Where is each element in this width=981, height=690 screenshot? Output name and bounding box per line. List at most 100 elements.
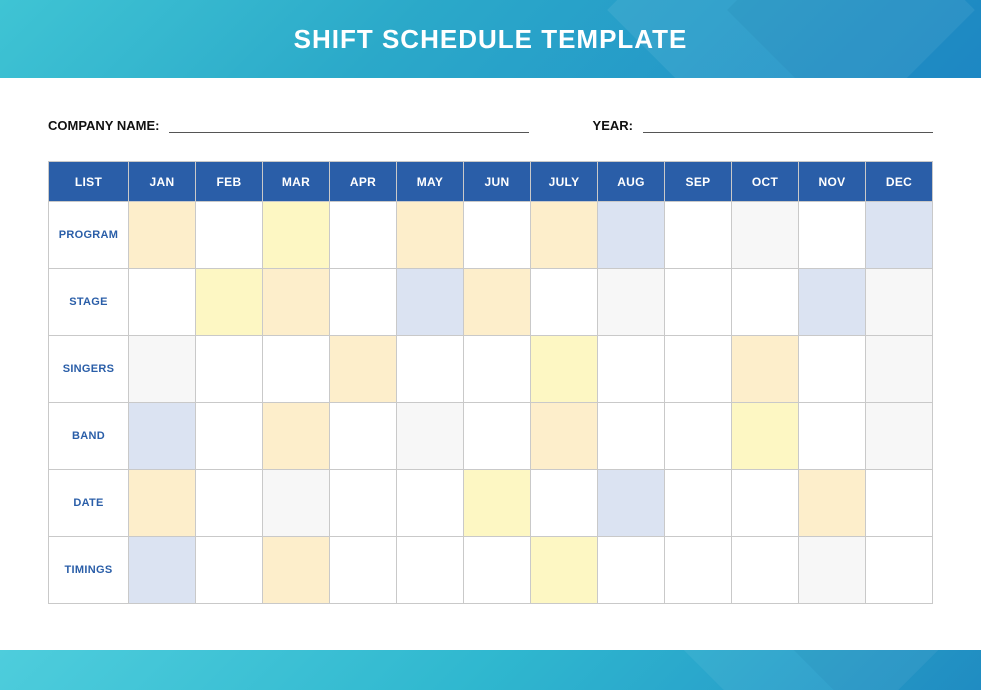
schedule-cell[interactable] <box>397 470 464 537</box>
company-input-line[interactable] <box>169 119 529 133</box>
schedule-cell[interactable] <box>732 336 799 403</box>
schedule-cell[interactable] <box>263 537 330 604</box>
schedule-cell[interactable] <box>799 269 866 336</box>
schedule-cell[interactable] <box>397 336 464 403</box>
row-label: PROGRAM <box>49 202 129 269</box>
schedule-cell[interactable] <box>330 202 397 269</box>
schedule-cell[interactable] <box>196 336 263 403</box>
header-month: FEB <box>196 162 263 202</box>
schedule-cell[interactable] <box>397 403 464 470</box>
schedule-cell[interactable] <box>464 403 531 470</box>
schedule-cell[interactable] <box>866 336 933 403</box>
schedule-cell[interactable] <box>129 403 196 470</box>
schedule-cell[interactable] <box>129 336 196 403</box>
schedule-cell[interactable] <box>866 269 933 336</box>
schedule-cell[interactable] <box>464 470 531 537</box>
schedule-cell[interactable] <box>196 269 263 336</box>
schedule-cell[interactable] <box>263 202 330 269</box>
header-month: JAN <box>129 162 196 202</box>
schedule-cell[interactable] <box>129 470 196 537</box>
schedule-cell[interactable] <box>531 269 598 336</box>
schedule-cell[interactable] <box>464 202 531 269</box>
header-month: NOV <box>799 162 866 202</box>
schedule-cell[interactable] <box>196 403 263 470</box>
page-title: SHIFT SCHEDULE TEMPLATE <box>294 24 688 55</box>
schedule-cell[interactable] <box>665 336 732 403</box>
schedule-cell[interactable] <box>330 269 397 336</box>
schedule-cell[interactable] <box>866 470 933 537</box>
schedule-cell[interactable] <box>665 470 732 537</box>
schedule-cell[interactable] <box>598 202 665 269</box>
content-area: COMPANY NAME: YEAR: LIST JAN FEB MAR APR… <box>0 78 981 604</box>
schedule-cell[interactable] <box>799 470 866 537</box>
header-month: DEC <box>866 162 933 202</box>
table-row: BAND <box>49 403 933 470</box>
field-row: COMPANY NAME: YEAR: <box>48 118 933 133</box>
schedule-cell[interactable] <box>598 403 665 470</box>
schedule-cell[interactable] <box>598 470 665 537</box>
schedule-cell[interactable] <box>263 403 330 470</box>
schedule-table: LIST JAN FEB MAR APR MAY JUN JULY AUG SE… <box>48 161 933 604</box>
schedule-cell[interactable] <box>263 470 330 537</box>
header-month: APR <box>330 162 397 202</box>
schedule-cell[interactable] <box>196 470 263 537</box>
schedule-cell[interactable] <box>598 537 665 604</box>
year-input-line[interactable] <box>643 119 933 133</box>
schedule-cell[interactable] <box>732 202 799 269</box>
schedule-cell[interactable] <box>799 403 866 470</box>
schedule-cell[interactable] <box>129 537 196 604</box>
schedule-cell[interactable] <box>464 537 531 604</box>
footer-banner <box>0 650 981 690</box>
schedule-cell[interactable] <box>196 537 263 604</box>
schedule-cell[interactable] <box>799 202 866 269</box>
schedule-cell[interactable] <box>330 470 397 537</box>
schedule-cell[interactable] <box>531 537 598 604</box>
schedule-cell[interactable] <box>397 537 464 604</box>
header-month: OCT <box>732 162 799 202</box>
header-month: AUG <box>598 162 665 202</box>
year-field: YEAR: <box>593 118 933 133</box>
header-month: MAY <box>397 162 464 202</box>
schedule-cell[interactable] <box>129 269 196 336</box>
row-label: TIMINGS <box>49 537 129 604</box>
schedule-cell[interactable] <box>665 537 732 604</box>
schedule-cell[interactable] <box>665 403 732 470</box>
schedule-cell[interactable] <box>799 336 866 403</box>
schedule-cell[interactable] <box>732 403 799 470</box>
schedule-cell[interactable] <box>330 537 397 604</box>
schedule-cell[interactable] <box>866 403 933 470</box>
header-banner: SHIFT SCHEDULE TEMPLATE <box>0 0 981 78</box>
company-label: COMPANY NAME: <box>48 118 159 133</box>
schedule-cell[interactable] <box>263 269 330 336</box>
header-month: SEP <box>665 162 732 202</box>
schedule-cell[interactable] <box>665 269 732 336</box>
schedule-cell[interactable] <box>866 202 933 269</box>
company-field: COMPANY NAME: <box>48 118 529 133</box>
header-month: JULY <box>531 162 598 202</box>
table-row: TIMINGS <box>49 537 933 604</box>
schedule-cell[interactable] <box>531 336 598 403</box>
schedule-cell[interactable] <box>732 269 799 336</box>
row-label: BAND <box>49 403 129 470</box>
schedule-cell[interactable] <box>397 202 464 269</box>
schedule-cell[interactable] <box>598 336 665 403</box>
schedule-cell[interactable] <box>866 537 933 604</box>
schedule-cell[interactable] <box>464 269 531 336</box>
schedule-cell[interactable] <box>397 269 464 336</box>
header-list: LIST <box>49 162 129 202</box>
schedule-cell[interactable] <box>598 269 665 336</box>
schedule-cell[interactable] <box>531 403 598 470</box>
schedule-cell[interactable] <box>799 537 866 604</box>
row-label: DATE <box>49 470 129 537</box>
schedule-cell[interactable] <box>330 403 397 470</box>
schedule-cell[interactable] <box>732 470 799 537</box>
schedule-cell[interactable] <box>732 537 799 604</box>
schedule-cell[interactable] <box>196 202 263 269</box>
schedule-cell[interactable] <box>263 336 330 403</box>
schedule-cell[interactable] <box>531 470 598 537</box>
schedule-cell[interactable] <box>330 336 397 403</box>
schedule-cell[interactable] <box>665 202 732 269</box>
schedule-cell[interactable] <box>129 202 196 269</box>
schedule-cell[interactable] <box>531 202 598 269</box>
schedule-cell[interactable] <box>464 336 531 403</box>
